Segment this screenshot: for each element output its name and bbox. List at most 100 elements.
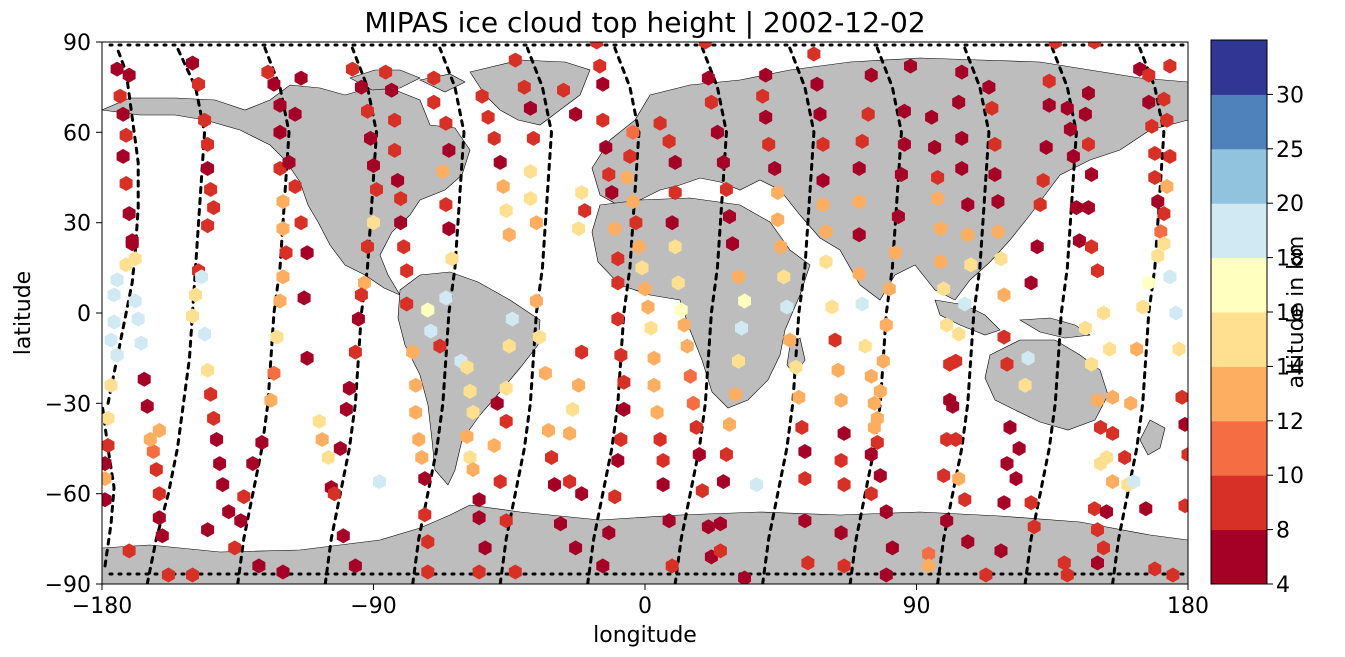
cloud-point xyxy=(466,404,480,420)
cloud-point xyxy=(107,287,121,303)
cloud-point xyxy=(351,311,365,327)
cloud-point xyxy=(137,371,151,387)
cloud-point xyxy=(882,281,896,297)
cloud-point xyxy=(985,100,999,116)
colorbar-segment xyxy=(1211,40,1267,95)
colorbar-label: altitude in km xyxy=(1284,236,1309,389)
cloud-point xyxy=(152,486,166,502)
cloud-point xyxy=(261,64,275,80)
cloud-point xyxy=(819,254,833,270)
cloud-point xyxy=(1094,419,1107,435)
cloud-point xyxy=(421,534,435,550)
cloud-point xyxy=(122,67,136,83)
cloud-point xyxy=(207,410,221,426)
cloud-point xyxy=(1175,389,1188,405)
cloud-point xyxy=(611,275,625,291)
cloud-point xyxy=(361,239,374,255)
cloud-point xyxy=(961,197,975,213)
cloud-point xyxy=(131,311,145,327)
cloud-point xyxy=(668,154,682,170)
cloud-point xyxy=(988,167,1002,182)
cloud-point xyxy=(647,377,661,393)
y-tick-label: −30 xyxy=(45,392,91,417)
cloud-point xyxy=(704,94,718,110)
cloud-point xyxy=(102,471,112,487)
cloud-point xyxy=(333,441,347,456)
cloud-point xyxy=(738,293,751,309)
cloud-point xyxy=(1097,305,1110,321)
cloud-point xyxy=(1136,299,1150,315)
cloud-point xyxy=(493,474,507,490)
cloud-point xyxy=(629,215,643,231)
cloud-point xyxy=(623,148,637,164)
cloud-point xyxy=(834,525,848,541)
cloud-point xyxy=(611,453,625,468)
cloud-point xyxy=(1063,121,1077,137)
cloud-point xyxy=(611,251,625,267)
cloud-point xyxy=(665,558,679,574)
y-tick-label: 60 xyxy=(63,121,91,146)
cloud-point xyxy=(186,308,199,324)
cloud-point xyxy=(1042,73,1056,89)
cloud-point xyxy=(798,471,812,487)
cloud-point xyxy=(1097,540,1110,556)
landmass-africa xyxy=(591,197,811,409)
cloud-point xyxy=(698,42,712,50)
cloud-point xyxy=(870,410,884,426)
cloud-point xyxy=(828,332,842,348)
cloud-point xyxy=(487,438,501,453)
cloud-point xyxy=(1000,456,1014,472)
cloud-point xyxy=(955,161,969,176)
cloud-point xyxy=(807,46,821,62)
cloud-point xyxy=(626,124,640,140)
cloud-point xyxy=(499,513,513,529)
cloud-point xyxy=(119,127,133,143)
orbit-track xyxy=(673,46,728,584)
colorbar-segment xyxy=(1211,420,1267,476)
cloud-point xyxy=(780,299,794,315)
cloud-point xyxy=(499,203,513,219)
cloud-point xyxy=(720,182,733,197)
cloud-point xyxy=(563,425,577,441)
cloud-point xyxy=(726,236,739,252)
cloud-point xyxy=(442,221,456,237)
cloud-point xyxy=(668,185,682,201)
cloud-point xyxy=(228,540,242,556)
cloud-point xyxy=(315,432,329,447)
cloud-point xyxy=(155,528,169,544)
cloud-point xyxy=(186,55,199,71)
cloud-point xyxy=(732,269,745,285)
cloud-point xyxy=(1000,356,1014,372)
cloud-point xyxy=(312,413,326,429)
cloud-point xyxy=(1060,567,1074,583)
cloud-point xyxy=(575,185,589,201)
cloud-point xyxy=(1178,498,1188,514)
cloud-point xyxy=(385,82,399,98)
cloud-point xyxy=(1157,91,1171,107)
cloud-point xyxy=(523,100,537,116)
cloud-point xyxy=(1012,441,1026,456)
cloud-point xyxy=(523,191,537,207)
cloud-point xyxy=(855,296,869,312)
cloud-point xyxy=(367,158,380,173)
cloud-point xyxy=(852,161,866,176)
cloud-point xyxy=(958,296,972,312)
cloud-point xyxy=(294,70,308,86)
cloud-point xyxy=(1091,555,1104,571)
cloud-point xyxy=(891,209,905,225)
cloud-point xyxy=(234,513,248,529)
cloud-points xyxy=(102,42,1188,584)
cloud-point xyxy=(1033,197,1047,213)
cloud-point xyxy=(1142,94,1156,110)
orbit-track xyxy=(761,46,816,584)
cloud-point xyxy=(1060,100,1074,116)
cloud-point xyxy=(493,154,507,170)
cloud-point xyxy=(1181,447,1188,462)
cloud-point xyxy=(879,317,893,333)
cloud-point xyxy=(925,109,939,125)
cloud-point xyxy=(566,401,580,417)
cloud-point xyxy=(614,432,628,447)
cloud-point xyxy=(297,290,311,306)
cloud-point xyxy=(529,215,543,231)
cloud-point xyxy=(590,42,604,50)
